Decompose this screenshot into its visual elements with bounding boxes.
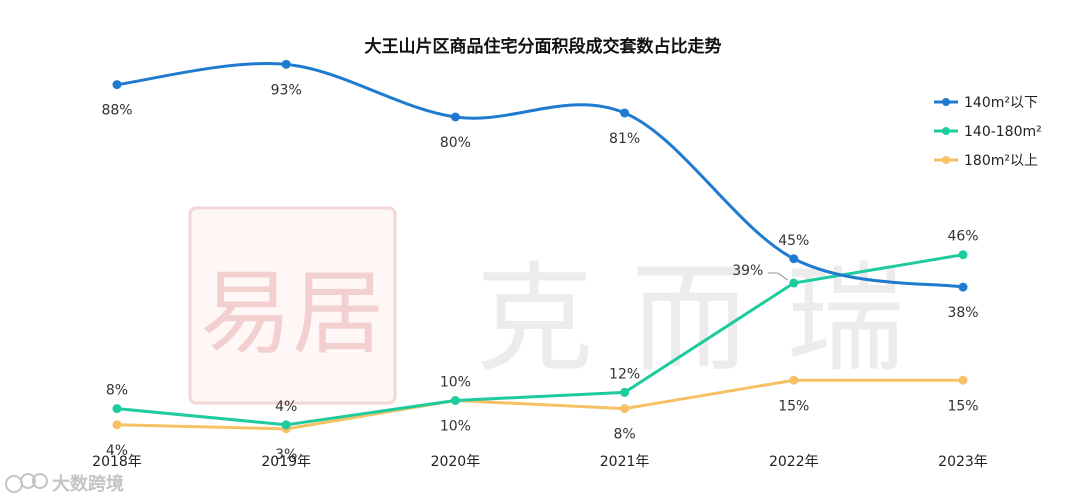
data-label: 15% <box>947 398 978 414</box>
label-leader-line <box>767 272 789 281</box>
legend-label: 180m²以上 <box>964 153 1038 169</box>
x-tick-label: 2019年 <box>261 454 311 470</box>
brand-text: 大数跨境 <box>52 473 124 495</box>
watermark-text: 克 而 瑞 <box>475 250 904 388</box>
data-point <box>450 112 460 122</box>
x-tick-label: 2022年 <box>769 454 819 470</box>
brand-logo-icon <box>5 473 48 493</box>
x-tick-label: 2023年 <box>938 454 988 470</box>
data-label: 93% <box>271 82 302 98</box>
data-label: 38% <box>947 305 978 321</box>
watermark: 易居 克 而 瑞 <box>188 206 905 405</box>
data-point <box>789 278 799 288</box>
series-line-1 <box>115 253 965 427</box>
legend-item[interactable]: 180m²以上 <box>934 153 1038 169</box>
data-label: 88% <box>101 103 132 119</box>
data-point <box>281 420 291 430</box>
legend: 140m²以下 140-180m² 180m²以上 <box>934 95 1042 169</box>
series-line-0 <box>115 62 965 289</box>
legend-item[interactable]: 140-180m² <box>934 124 1042 140</box>
x-axis: 2018年 2019年 2020年 2021年 2022年 2023年 <box>92 454 988 470</box>
data-point <box>450 396 460 405</box>
data-point <box>789 254 799 264</box>
data-label: 80% <box>440 135 471 151</box>
legend-label: 140m²以下 <box>964 95 1038 111</box>
x-tick-label: 2020年 <box>431 454 481 470</box>
data-point <box>620 387 630 397</box>
legend-swatch-dot <box>942 127 950 135</box>
data-label: 4% <box>275 399 297 415</box>
brand: 大数跨境 <box>5 473 124 495</box>
legend-item[interactable]: 140m²以下 <box>934 95 1038 111</box>
data-label: 15% <box>778 398 809 414</box>
data-label: 10% <box>440 375 471 391</box>
legend-swatch-dot <box>942 98 950 106</box>
series-layer <box>112 59 968 434</box>
data-point <box>112 80 122 90</box>
data-label: 45% <box>778 233 809 249</box>
data-point <box>620 108 630 118</box>
watermark-seal-text: 易居 <box>200 260 384 367</box>
data-label: 10% <box>440 419 471 435</box>
data-point <box>958 282 968 292</box>
legend-label: 140-180m² <box>964 124 1042 140</box>
data-label: 4% <box>106 443 128 459</box>
data-label: 39% <box>732 263 763 279</box>
data-point <box>958 375 968 385</box>
data-label: 3% <box>275 447 297 463</box>
data-point <box>958 250 968 260</box>
series-line-2 <box>115 378 965 431</box>
data-point <box>281 59 291 69</box>
data-label: 8% <box>613 427 635 443</box>
data-label: 8% <box>106 383 128 399</box>
data-label-layer: 4% 3% 10% 8% 15% 15% 8% 4% 10% 12% 39% 46% 88% 93% 80%… <box>101 82 978 463</box>
data-point <box>112 404 122 414</box>
data-label: 46% <box>947 229 978 245</box>
data-point <box>789 375 799 385</box>
data-point <box>620 404 630 414</box>
legend-swatch-dot <box>942 156 950 164</box>
data-label: 12% <box>609 366 640 382</box>
chart-title: 大王山片区商品住宅分面积段成交套数占比走势 <box>365 36 722 57</box>
data-point <box>112 420 122 430</box>
data-label: 81% <box>609 131 640 147</box>
x-tick-label: 2021年 <box>600 454 650 470</box>
x-tick-label: 2018年 <box>92 454 142 470</box>
watermark-seal <box>188 206 397 405</box>
